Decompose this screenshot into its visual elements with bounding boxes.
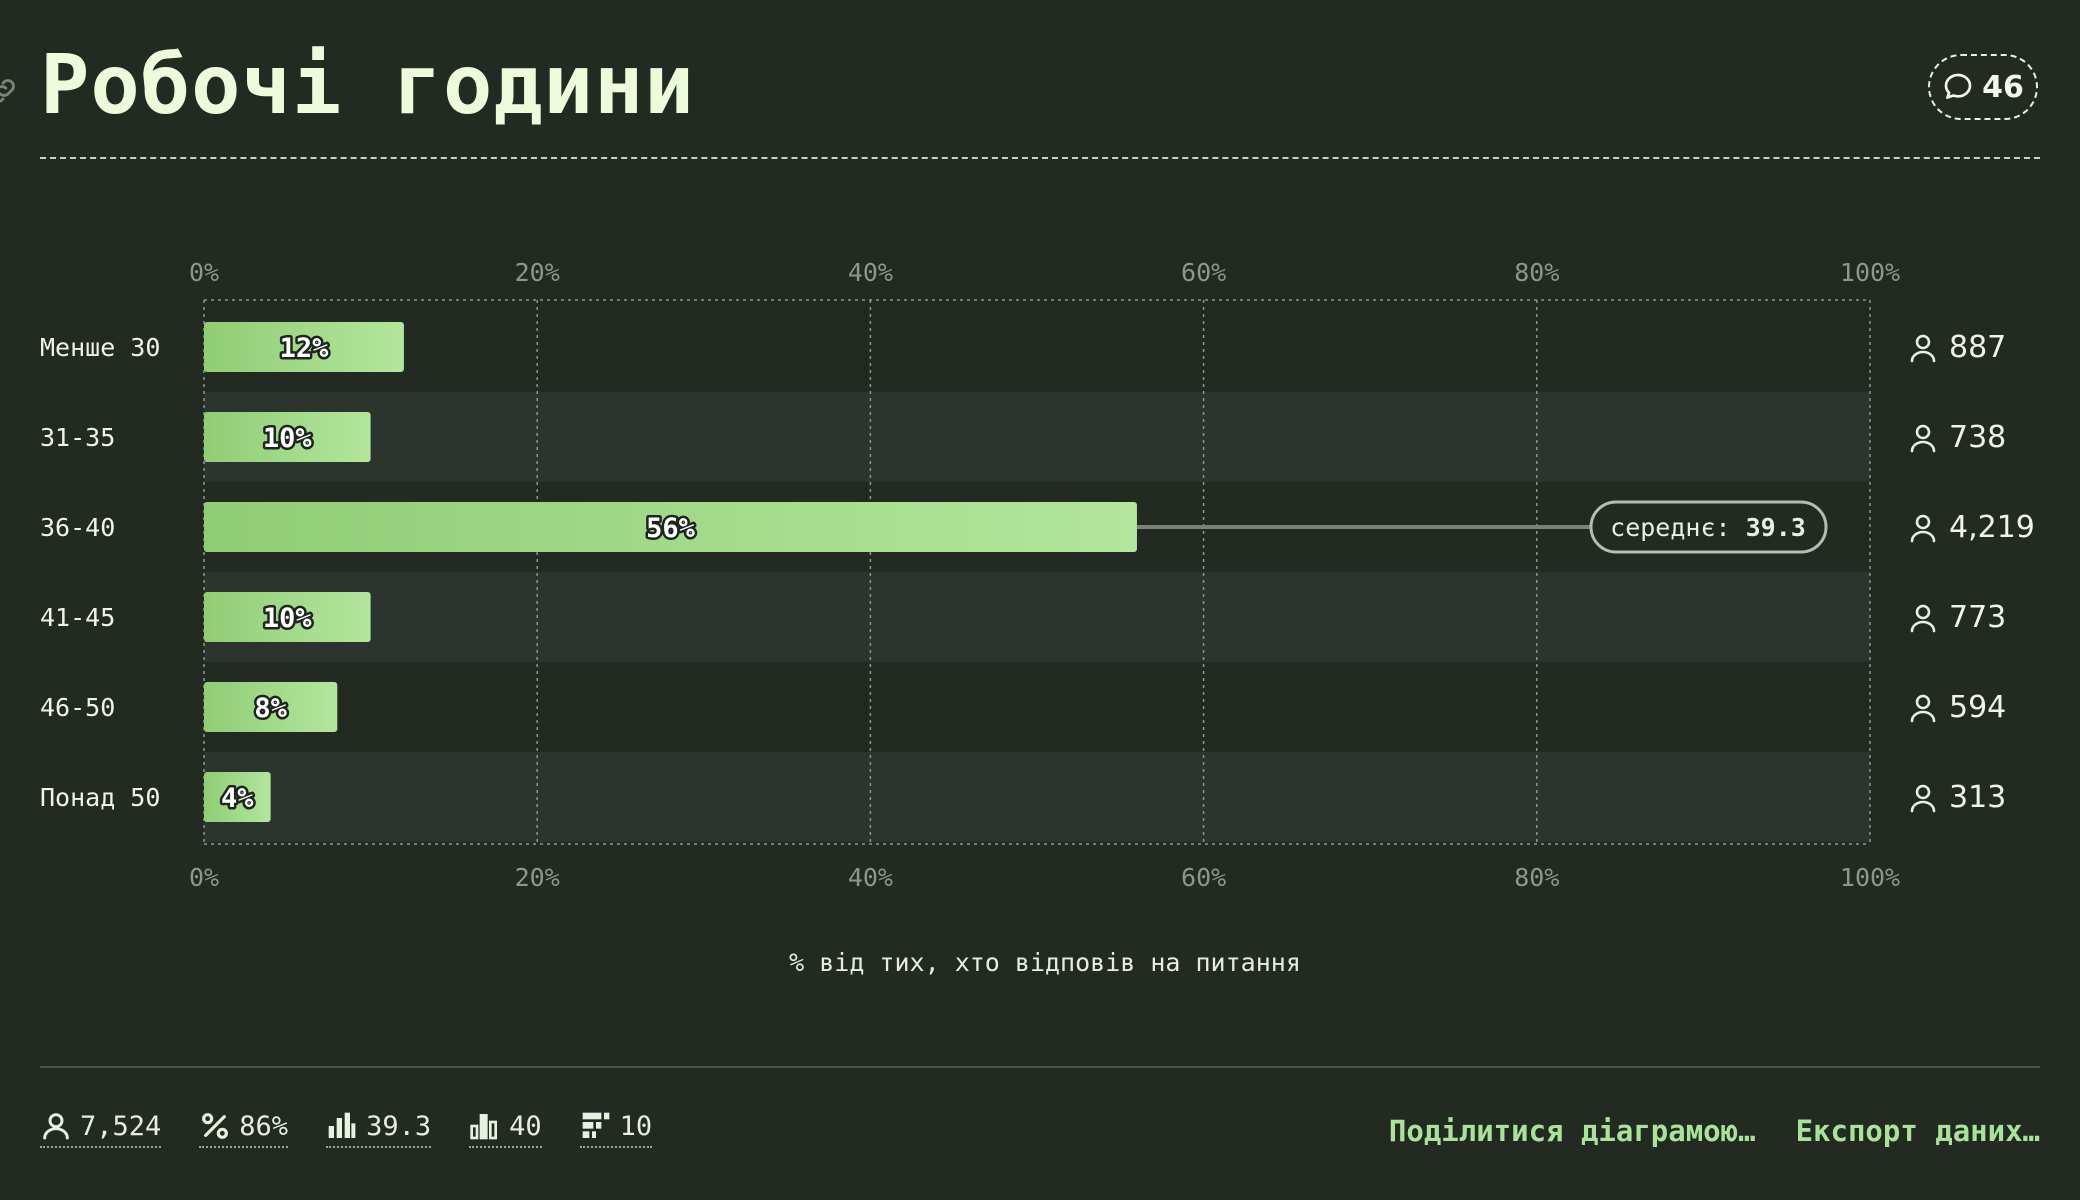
stat-mean[interactable]: 39.3 — [326, 1110, 432, 1148]
page-title: Робочі години — [40, 38, 695, 133]
comments-count: 46 — [1982, 69, 2024, 105]
x-tick-label-bottom: 20% — [515, 863, 560, 892]
category-label: Менше 30 — [40, 333, 160, 362]
respondent-count: 4,219 — [1949, 510, 2035, 545]
row-stripe — [204, 572, 1870, 662]
stat-mean-value: 39.3 — [366, 1110, 432, 1142]
user-icon — [43, 1113, 69, 1140]
x-tick-label-bottom: 0% — [189, 863, 219, 892]
footer-divider — [40, 1066, 2040, 1068]
user-icon — [1910, 694, 1936, 723]
comments-button[interactable]: 46 — [1928, 54, 2038, 120]
x-tick-label-top: 20% — [515, 258, 560, 287]
bar — [204, 502, 1137, 552]
user-icon — [1910, 514, 1936, 543]
bar-value-label: 12% — [280, 333, 330, 364]
bar-chart: 0% 0% 20% 20% 40% 40% 60% 60% 80% 80% 100% 100% 12% М… — [40, 258, 2035, 892]
category-label: 36-40 — [40, 513, 115, 542]
summary-stats: 7,524 86% 39.3 40 10 — [40, 1110, 653, 1148]
bar — [204, 592, 371, 642]
category-label: 46-50 — [40, 693, 115, 722]
respondent-count: 738 — [1949, 420, 2006, 455]
bar — [204, 682, 338, 732]
stat-respondents[interactable]: 7,524 — [40, 1110, 162, 1148]
bar — [204, 322, 404, 372]
respondent-count: 313 — [1949, 780, 2006, 815]
percent-icon — [202, 1113, 229, 1139]
row-stripe — [204, 392, 1870, 482]
x-tick-label-top: 100% — [1840, 258, 1900, 287]
user-icon — [1910, 784, 1936, 813]
user-icon — [1910, 424, 1936, 453]
category-label: 31-35 — [40, 423, 115, 452]
title-divider — [40, 157, 2040, 159]
mean-label: середнє: 39.3 — [1610, 513, 1806, 542]
stat-median-value: 40 — [509, 1110, 542, 1142]
category-label: Понад 50 — [40, 783, 160, 812]
respondent-count: 594 — [1949, 690, 2006, 725]
x-tick-label-bottom: 40% — [848, 863, 893, 892]
x-tick-label-bottom: 60% — [1181, 863, 1226, 892]
user-icon — [1910, 334, 1936, 363]
respondent-count: 887 — [1949, 330, 2006, 365]
bar-value-label: 8% — [254, 693, 287, 724]
bar-value-label: 4% — [221, 783, 254, 814]
row-stripe — [204, 752, 1870, 842]
stat-options[interactable]: 10 — [579, 1110, 653, 1148]
x-tick-label-bottom: 100% — [1840, 863, 1900, 892]
stat-options-value: 10 — [619, 1110, 653, 1142]
bar-value-label: 10% — [263, 603, 313, 634]
x-tick-label-bottom: 80% — [1514, 863, 1559, 892]
median-bars-icon — [470, 1114, 498, 1140]
x-tick-label-top: 60% — [1181, 258, 1226, 287]
x-axis-label: % від тих, хто відповів на питання — [789, 948, 1301, 977]
user-icon — [1910, 604, 1936, 633]
category-label: 41-45 — [40, 603, 115, 632]
bar — [204, 772, 271, 822]
mean-bars-icon — [328, 1112, 356, 1138]
x-tick-label-top: 80% — [1514, 258, 1559, 287]
bar — [204, 412, 371, 462]
x-tick-label-top: 0% — [189, 258, 219, 287]
bar-value-label: 56% — [646, 513, 696, 544]
options-icon — [582, 1112, 609, 1138]
stat-respondents-value: 7,524 — [80, 1110, 162, 1142]
share-chart-link[interactable]: Поділитися діаграмою… — [1388, 1114, 1756, 1148]
respondent-count: 773 — [1949, 600, 2006, 635]
chart-actions: Поділитися діаграмою… Експорт даних… — [1389, 1114, 2040, 1148]
comment-icon — [1944, 73, 1972, 99]
mean-badge — [1589, 500, 1828, 554]
link-icon[interactable] — [0, 74, 20, 108]
export-data-link[interactable]: Експорт даних… — [1795, 1114, 2040, 1148]
stat-median[interactable]: 40 — [469, 1110, 542, 1148]
stat-percent[interactable]: 86% — [199, 1110, 289, 1148]
stat-percent-value: 86% — [239, 1110, 289, 1142]
bar-value-label: 10% — [263, 423, 313, 454]
x-tick-label-top: 40% — [848, 258, 893, 287]
